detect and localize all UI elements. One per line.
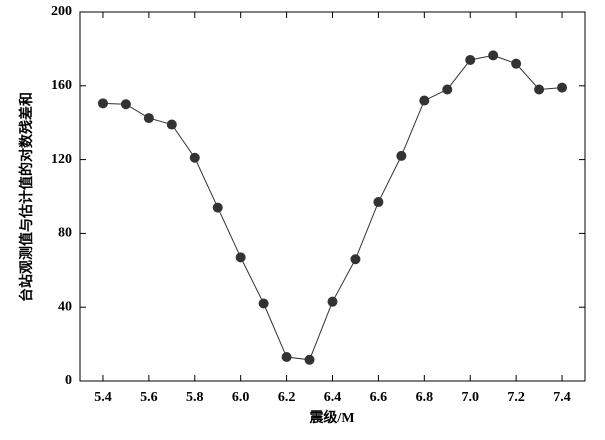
data-point: [442, 84, 453, 95]
x-tick-label: 6.0: [232, 390, 250, 405]
data-point: [166, 119, 177, 130]
y-tick-label: 120: [51, 152, 72, 167]
x-tick-label: 6.8: [416, 390, 434, 405]
data-point: [350, 254, 361, 265]
data-point: [235, 252, 246, 263]
data-line: [102, 54, 563, 361]
x-tick-label: 5.6: [140, 390, 158, 405]
x-tick-label: 7.4: [553, 390, 571, 405]
data-point: [396, 150, 407, 161]
data-point: [419, 95, 430, 106]
x-tick-label: 5.4: [94, 390, 112, 405]
data-point: [373, 197, 384, 208]
x-tick-label: 6.2: [278, 390, 296, 405]
data-point: [258, 298, 269, 309]
data-point: [281, 352, 292, 363]
data-point: [304, 354, 315, 365]
plot-frame: [79, 11, 586, 382]
data-point: [511, 58, 522, 69]
x-tick-label: 6.4: [324, 390, 342, 405]
data-point: [189, 152, 200, 163]
data-point: [465, 54, 476, 65]
data-point: [488, 50, 499, 61]
data-point: [534, 84, 545, 95]
data-point: [120, 99, 131, 110]
y-tick-label: 40: [58, 299, 72, 314]
data-point: [212, 202, 223, 213]
y-tick-label: 160: [51, 78, 72, 93]
data-point: [143, 113, 154, 124]
data-point: [557, 82, 568, 93]
y-tick-label: 80: [58, 226, 72, 241]
y-tick-label: 200: [51, 4, 72, 19]
x-tick-label: 7.0: [461, 390, 479, 405]
data-point: [97, 98, 108, 109]
y-axis-label: 台站观测值与估计值的对数残差和: [18, 92, 35, 302]
y-tick-label: 0: [65, 373, 72, 388]
x-tick-label: 6.6: [370, 390, 388, 405]
x-axis-label: 震级/M: [308, 409, 354, 426]
x-tick-label: 5.8: [186, 390, 204, 405]
data-point: [327, 296, 338, 307]
x-tick-label: 7.2: [507, 390, 525, 405]
